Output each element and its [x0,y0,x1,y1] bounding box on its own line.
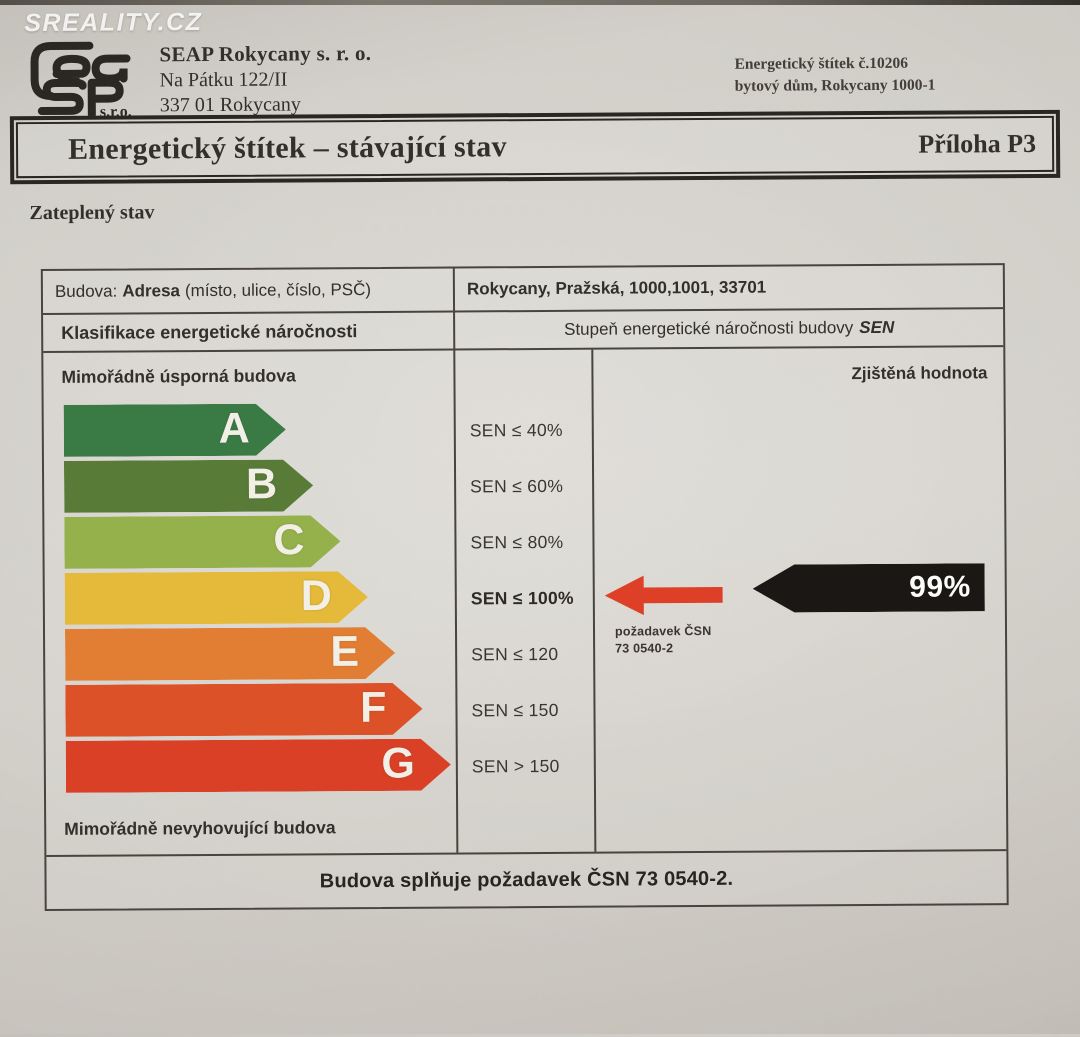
title-bar: Energetický štítek – stávající stav Příl… [9,109,1061,185]
class-arrow-D: D [65,571,368,625]
page-title: Energetický štítek – stávající stav [67,130,507,166]
result-arrow: 99% [753,563,985,612]
company-address-1: Na Pátku 122/II [159,68,288,92]
class-letter: G [381,739,415,788]
building-label-suffix: (místo, ulice, číslo, PSČ) [184,280,372,301]
annex-label: Příloha P3 [918,128,1037,159]
class-arrow-B: B [64,459,313,513]
sreality-watermark: SREALITY.CZ [24,8,203,38]
energy-label-table: Budova: Adresa (místo, ulice, číslo, PSČ… [40,263,1009,912]
document-number: Energetický štítek č.10206 [734,54,909,73]
class-letter: C [273,516,305,565]
seap-logo: s.r.o. [25,38,148,124]
seap-logo-icon: s.r.o. [30,41,132,121]
result-value: 99% [909,570,971,604]
building-label-prefix: Budova: [54,281,118,301]
class-arrow-A: A [64,404,286,457]
class-arrow-E: E [65,627,395,681]
sen-threshold-G: SEN > 150 [471,755,560,776]
sen-threshold-C: SEN ≤ 80% [470,531,564,552]
class-arrow-F: F [65,683,422,737]
measured-value-column: Zjištěná hodnota požadavek ČSN 73 0540-2… [593,347,1006,851]
sen-threshold-F: SEN ≤ 150 [471,699,559,720]
sen-threshold-D: SEN ≤ 100% [470,587,574,608]
footer-row: Budova splňuje požadavek ČSN 73 0540-2. [46,849,1007,910]
requirement-caption-line1: požadavek ČSN [614,623,712,639]
classification-row: Klasifikace energetické náročnosti Stupe… [43,309,1004,354]
building-address-value: Rokycany, Pražská, 1000,1001, 33701 [466,277,767,299]
class-letter: E [330,627,360,676]
requirement-arrow-icon [605,573,723,618]
sen-threshold-A: SEN ≤ 40% [469,419,563,440]
logo-sro-text: s.r.o. [100,103,132,119]
sen-threshold-B: SEN ≤ 60% [470,475,564,496]
sen-threshold-E: SEN ≤ 120 [471,643,559,664]
class-arrow-C: C [64,515,340,569]
building-row: Budova: Adresa (místo, ulice, číslo, PSČ… [42,265,1004,316]
sen-abbr: SEN [859,317,895,338]
sen-heading-text: Stupeň energetické náročnosti budovy [564,318,854,339]
class-letter: B [245,460,278,509]
sen-heading-cell: Stupeň energetické náročnosti budovy SEN [455,309,1003,348]
building-label-bold: Adresa [122,281,181,301]
class-letter: A [218,404,250,453]
requirement-caption-line2: 73 0540-2 [615,641,674,656]
class-arrow-G: G [66,739,451,793]
building-label-cell: Budova: Adresa (místo, ulice, číslo, PSČ… [42,268,456,314]
company-name: SEAP Rokycany s. r. o. [159,41,372,67]
company-block: SEAP Rokycany s. r. o. Na Pátku 122/II 3… [159,41,371,118]
state-subtitle: Zateplený stav [29,201,155,225]
most-efficient-label: Mimořádně úsporná budova [61,365,296,387]
class-letter: F [360,683,387,732]
document-building: bytový dům, Rokycany 1000-1 [734,76,936,95]
sen-thresholds: SEN ≤ 40% SEN ≤ 60% SEN ≤ 80% SEN ≤ 100% SEN… [456,402,594,795]
classification-heading: Klasifikace energetické náročnosti [43,312,456,352]
least-efficient-label: Mimořádně nevyhovující budova [64,817,336,839]
measured-value-header: Zjištěná hodnota [851,363,988,384]
document-reference: Energetický štítek č.10206 bytový dům, R… [734,53,936,98]
title-bar-inner: Energetický štítek – stávající stav Příl… [15,115,1055,179]
class-letter: D [300,571,332,621]
photo-edge [0,0,1080,5]
sen-threshold-column: SEN ≤ 40% SEN ≤ 60% SEN ≤ 80% SEN ≤ 100% SEN… [455,349,597,853]
requirement-caption: požadavek ČSN 73 0540-2 [615,623,712,657]
